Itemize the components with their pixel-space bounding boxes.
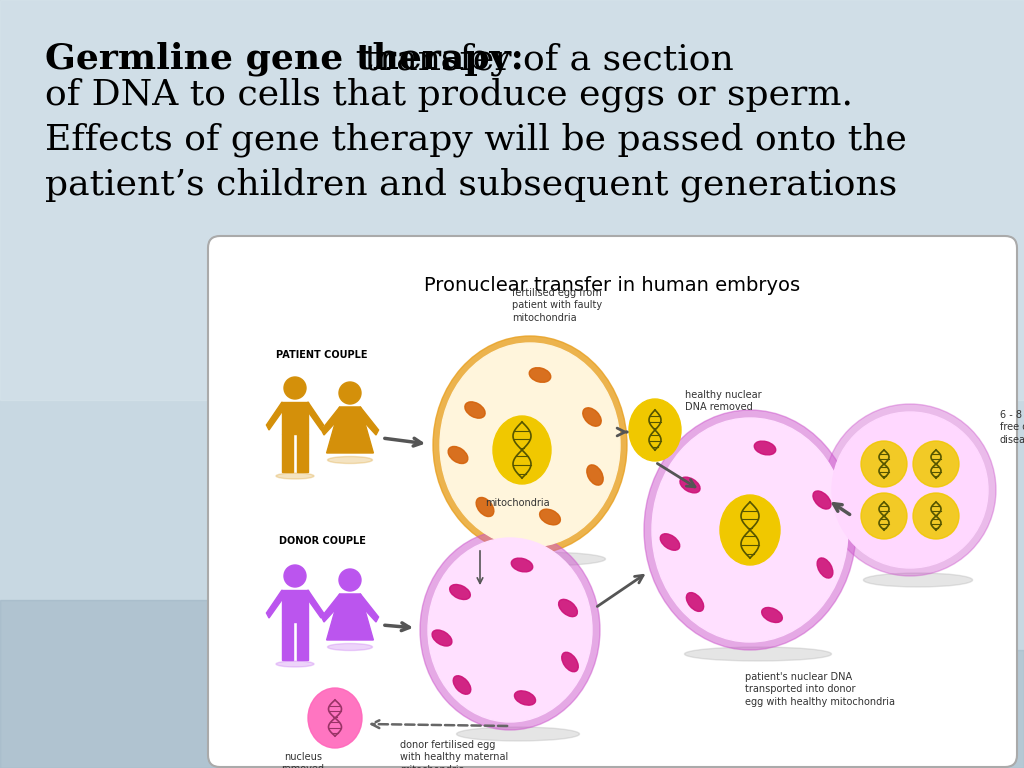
Ellipse shape — [465, 402, 485, 419]
Bar — [340, 407, 360, 423]
Ellipse shape — [755, 441, 776, 455]
Ellipse shape — [863, 573, 973, 587]
Ellipse shape — [454, 676, 471, 694]
Bar — [0, 0, 1024, 400]
Ellipse shape — [540, 509, 560, 525]
Bar — [282, 434, 293, 472]
Bar — [297, 434, 308, 472]
Text: nucleus
removed: nucleus removed — [282, 752, 325, 768]
Bar — [282, 622, 293, 660]
Ellipse shape — [440, 343, 620, 547]
Text: Germline gene therapy:: Germline gene therapy: — [45, 42, 524, 77]
Ellipse shape — [684, 647, 831, 661]
Ellipse shape — [813, 491, 831, 509]
Text: donor fertilised egg
with healthy maternal
mitochondria: donor fertilised egg with healthy matern… — [400, 740, 508, 768]
Text: PATIENT COUPLE: PATIENT COUPLE — [276, 350, 368, 360]
Polygon shape — [305, 590, 324, 618]
Ellipse shape — [861, 493, 907, 539]
Text: fertilised egg from
patient with faulty
mitochondria: fertilised egg from patient with faulty … — [512, 288, 602, 323]
Text: Pronuclear transfer in human embryos: Pronuclear transfer in human embryos — [424, 276, 801, 295]
Ellipse shape — [583, 408, 601, 426]
Ellipse shape — [762, 607, 782, 623]
Ellipse shape — [644, 410, 856, 650]
Polygon shape — [266, 590, 285, 618]
Circle shape — [284, 377, 306, 399]
Ellipse shape — [420, 530, 600, 730]
Polygon shape — [327, 407, 374, 453]
Text: patient's nuclear DNA
transported into donor
egg with healthy mitochondria: patient's nuclear DNA transported into d… — [745, 672, 895, 707]
Polygon shape — [322, 594, 342, 622]
Polygon shape — [305, 402, 324, 430]
Polygon shape — [327, 594, 374, 640]
Ellipse shape — [276, 473, 314, 479]
Polygon shape — [357, 594, 379, 622]
Ellipse shape — [660, 534, 680, 550]
Ellipse shape — [476, 498, 494, 517]
Ellipse shape — [457, 727, 580, 741]
Polygon shape — [357, 407, 379, 435]
Ellipse shape — [562, 652, 579, 672]
Ellipse shape — [449, 446, 468, 464]
Ellipse shape — [328, 644, 373, 650]
Bar — [700, 650, 1024, 768]
Ellipse shape — [529, 368, 551, 382]
Ellipse shape — [432, 630, 452, 646]
Ellipse shape — [831, 412, 988, 568]
Text: transfer of a section: transfer of a section — [353, 42, 734, 76]
Ellipse shape — [428, 538, 592, 722]
Ellipse shape — [511, 558, 532, 572]
Ellipse shape — [652, 418, 848, 642]
Ellipse shape — [913, 441, 959, 487]
Text: mitochondria: mitochondria — [485, 498, 550, 508]
Ellipse shape — [629, 399, 681, 461]
Bar — [282, 590, 308, 622]
Text: DONOR COUPLE: DONOR COUPLE — [279, 536, 366, 546]
Ellipse shape — [276, 661, 314, 667]
Ellipse shape — [587, 465, 603, 485]
Circle shape — [284, 565, 306, 587]
Bar — [0, 600, 300, 768]
Polygon shape — [266, 402, 285, 430]
Ellipse shape — [328, 456, 373, 464]
FancyBboxPatch shape — [208, 236, 1017, 767]
Ellipse shape — [720, 495, 780, 565]
Ellipse shape — [680, 477, 700, 493]
Ellipse shape — [514, 691, 536, 705]
Ellipse shape — [433, 336, 627, 554]
Ellipse shape — [686, 593, 703, 611]
Circle shape — [339, 569, 361, 591]
Ellipse shape — [559, 599, 578, 617]
Ellipse shape — [493, 416, 551, 484]
Ellipse shape — [817, 558, 833, 578]
Bar — [297, 622, 308, 660]
Ellipse shape — [913, 493, 959, 539]
Bar — [282, 402, 308, 434]
Bar — [340, 594, 360, 610]
Ellipse shape — [308, 688, 362, 748]
Ellipse shape — [824, 404, 996, 576]
Polygon shape — [322, 407, 342, 435]
Ellipse shape — [861, 441, 907, 487]
Ellipse shape — [450, 584, 470, 600]
Text: healthy nuclear
DNA removed: healthy nuclear DNA removed — [685, 390, 762, 412]
Circle shape — [339, 382, 361, 404]
Text: 6 - 8 day old embryo
free of mitochondrial
disease: 6 - 8 day old embryo free of mitochondri… — [1000, 410, 1024, 445]
Ellipse shape — [470, 552, 605, 566]
Text: of DNA to cells that produce eggs or sperm.
Effects of gene therapy will be pass: of DNA to cells that produce eggs or spe… — [45, 77, 907, 202]
